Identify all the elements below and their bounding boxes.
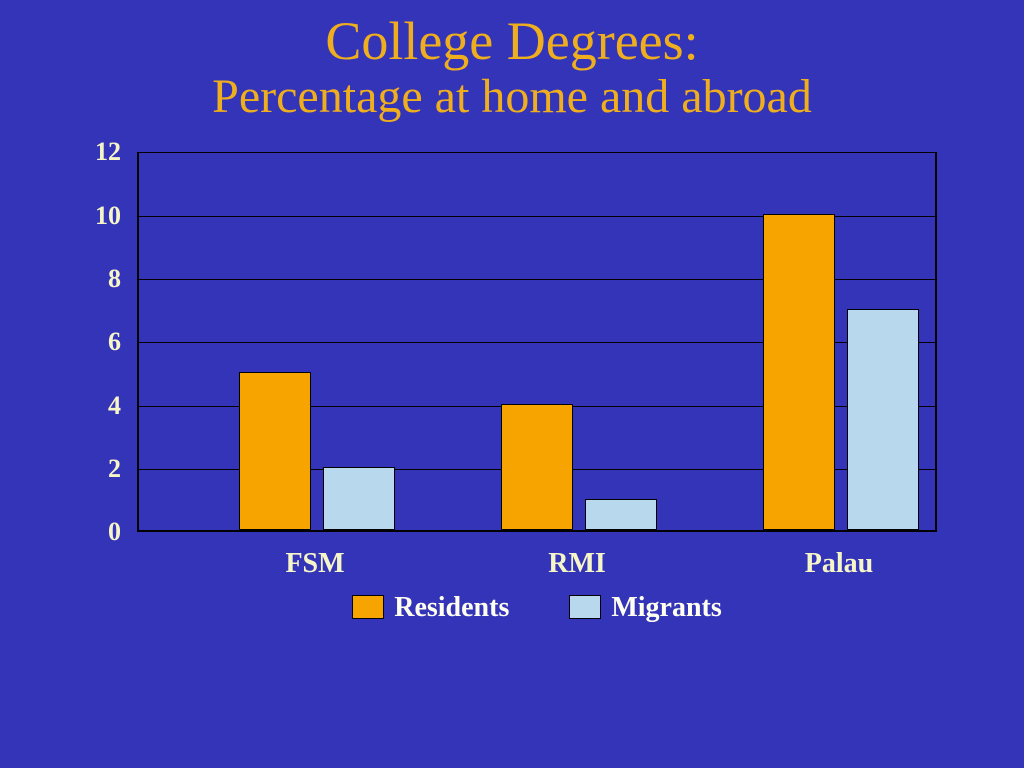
legend: Residents Migrants	[137, 592, 937, 624]
x-category-label: FSM	[285, 548, 344, 580]
y-tick-label: 4	[108, 391, 121, 421]
legend-label: Migrants	[611, 592, 721, 623]
title-line-1: College Degrees:	[0, 12, 1024, 71]
chart: 024681012 FSMRMIPalau ResidentsMigrants	[77, 152, 947, 652]
legend-swatch	[569, 595, 601, 619]
bar-migrants	[323, 467, 395, 530]
y-tick-label: 8	[108, 264, 121, 294]
y-tick-label: 0	[108, 517, 121, 547]
bar-group	[489, 152, 669, 530]
bar-residents	[501, 404, 573, 531]
x-category-label: RMI	[548, 548, 606, 580]
bar-migrants	[585, 499, 657, 531]
bar-residents	[763, 214, 835, 531]
bar-migrants	[847, 309, 919, 531]
legend-item: Residents	[352, 592, 509, 624]
plot-area	[137, 152, 937, 532]
bar-group	[751, 152, 931, 530]
legend-swatch	[352, 595, 384, 619]
bar-residents	[239, 372, 311, 530]
legend-item: Migrants	[569, 592, 721, 624]
y-tick-label: 2	[108, 454, 121, 484]
legend-label: Residents	[394, 592, 509, 623]
x-category-label: Palau	[805, 548, 873, 580]
y-tick-label: 6	[108, 327, 121, 357]
y-axis: 024681012	[77, 152, 137, 532]
y-tick-label: 12	[95, 137, 121, 167]
title-block: College Degrees: Percentage at home and …	[0, 0, 1024, 124]
title-line-2: Percentage at home and abroad	[0, 71, 1024, 124]
x-axis-labels: FSM RMI Palau	[137, 542, 937, 582]
bar-group	[227, 152, 407, 530]
y-tick-label: 10	[95, 201, 121, 231]
